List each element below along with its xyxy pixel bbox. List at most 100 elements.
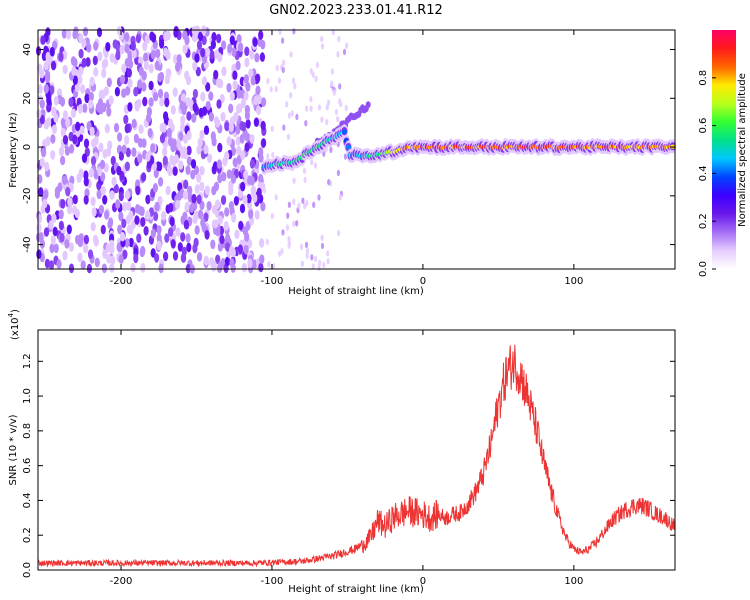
noise-blob — [38, 187, 44, 197]
noise-blob — [141, 172, 147, 182]
noise-blob — [226, 169, 232, 179]
noise-blob — [162, 155, 168, 166]
noise-blob — [133, 253, 139, 264]
noise-blob — [255, 73, 261, 84]
noise-blob — [240, 150, 246, 160]
noise-blob — [116, 165, 122, 176]
noise-blob — [67, 197, 73, 207]
spectrogram-x-ticks: -200 -100 0 100 — [110, 30, 583, 287]
noise-blob — [217, 173, 223, 184]
noise-blob — [73, 26, 79, 36]
noise-blob — [44, 258, 51, 269]
noise-blob — [122, 249, 128, 260]
noise-blob — [318, 259, 322, 267]
noise-blob — [48, 220, 54, 230]
noise-blob — [221, 171, 227, 182]
noise-blob — [88, 99, 94, 109]
noise-blob — [91, 207, 97, 217]
noise-blob — [186, 145, 192, 156]
noise-blob — [211, 204, 218, 215]
noise-blob — [227, 43, 233, 54]
noise-blob — [182, 146, 188, 157]
noise-blob — [320, 35, 324, 43]
noise-blob — [120, 231, 126, 242]
noise-blob — [200, 47, 206, 58]
noise-blob — [36, 223, 42, 233]
noise-blob — [62, 110, 68, 120]
noise-blob — [95, 102, 101, 113]
noise-blob — [108, 95, 114, 106]
noise-blob — [40, 35, 46, 45]
noise-blob — [233, 196, 239, 206]
noise-blob — [186, 156, 192, 166]
noise-blob — [231, 213, 237, 223]
noise-blob — [289, 51, 293, 58]
colorbar-label: Normalized spectral amplitude — [737, 73, 748, 227]
noise-blob — [119, 44, 125, 55]
noise-blob — [344, 104, 348, 112]
noise-blob — [60, 127, 66, 138]
noise-blob — [199, 181, 205, 192]
noise-blob — [183, 219, 189, 230]
noise-blob — [154, 201, 160, 212]
noise-blob — [85, 57, 91, 67]
noise-blob — [168, 227, 174, 237]
noise-blob — [245, 119, 251, 129]
colorbar-tick-label: 0.4 — [698, 165, 709, 181]
noise-blob — [39, 157, 46, 168]
spectrogram-y-axis-label: Frequency (Hz) — [8, 112, 19, 188]
noise-blob — [204, 185, 210, 195]
noise-blob — [175, 227, 181, 237]
noise-blob — [211, 185, 217, 196]
noise-blob — [244, 132, 250, 142]
noise-blob — [82, 103, 88, 113]
noise-blob — [75, 121, 81, 132]
noise-blob — [248, 68, 254, 79]
noise-blob — [159, 39, 165, 49]
noise-blob — [154, 60, 160, 71]
noise-blob — [49, 243, 55, 254]
noise-blob — [143, 226, 149, 236]
noise-blob — [274, 194, 278, 201]
noise-blob — [50, 134, 56, 144]
noise-blob — [123, 114, 129, 125]
snr-multiplier-close: ) — [10, 309, 21, 313]
x-tick-label: -100 — [261, 576, 284, 587]
noise-blob — [90, 221, 96, 232]
noise-blob — [191, 113, 197, 123]
noise-blob — [241, 262, 247, 273]
noise-blob — [156, 233, 162, 243]
noise-blob — [325, 118, 329, 126]
noise-blob — [43, 60, 49, 71]
noise-blob — [175, 199, 181, 210]
noise-blob — [183, 179, 189, 190]
noise-blob — [118, 191, 124, 202]
x-tick-label: -200 — [110, 576, 133, 587]
noise-blob — [236, 89, 242, 99]
noise-blob — [287, 201, 291, 208]
noise-blob — [338, 194, 342, 201]
noise-blob — [302, 167, 307, 175]
noise-blob — [134, 215, 140, 225]
noise-blob — [107, 219, 113, 230]
noise-blob — [205, 82, 211, 92]
noise-blob — [239, 134, 245, 144]
noise-blob — [192, 214, 198, 225]
noise-blob — [277, 77, 282, 84]
snr-series-line — [37, 344, 676, 568]
noise-blob — [317, 264, 321, 272]
noise-blob — [110, 155, 116, 166]
noise-blob — [196, 145, 202, 155]
noise-blob — [249, 175, 255, 186]
noise-blob — [150, 49, 156, 60]
noise-blob — [104, 210, 110, 220]
noise-blob — [117, 224, 123, 235]
noise-blob — [326, 250, 330, 257]
noise-blob — [317, 104, 322, 111]
noise-blob — [249, 50, 255, 60]
noise-blob — [150, 228, 156, 239]
noise-blob — [152, 183, 158, 193]
noise-blob — [182, 30, 188, 40]
noise-blob — [184, 201, 190, 212]
noise-blob — [244, 142, 250, 152]
